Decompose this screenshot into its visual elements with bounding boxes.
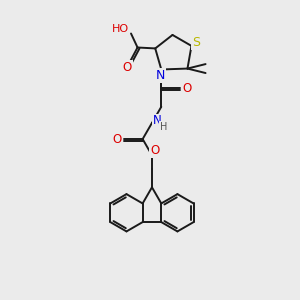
Text: N: N (152, 115, 161, 128)
Text: HO: HO (112, 24, 129, 34)
Text: O: O (112, 133, 122, 146)
Text: O: O (122, 61, 132, 74)
Text: O: O (150, 144, 160, 157)
Text: S: S (192, 36, 200, 50)
Text: H: H (160, 122, 167, 132)
Text: N: N (156, 69, 165, 82)
Text: O: O (182, 82, 191, 94)
